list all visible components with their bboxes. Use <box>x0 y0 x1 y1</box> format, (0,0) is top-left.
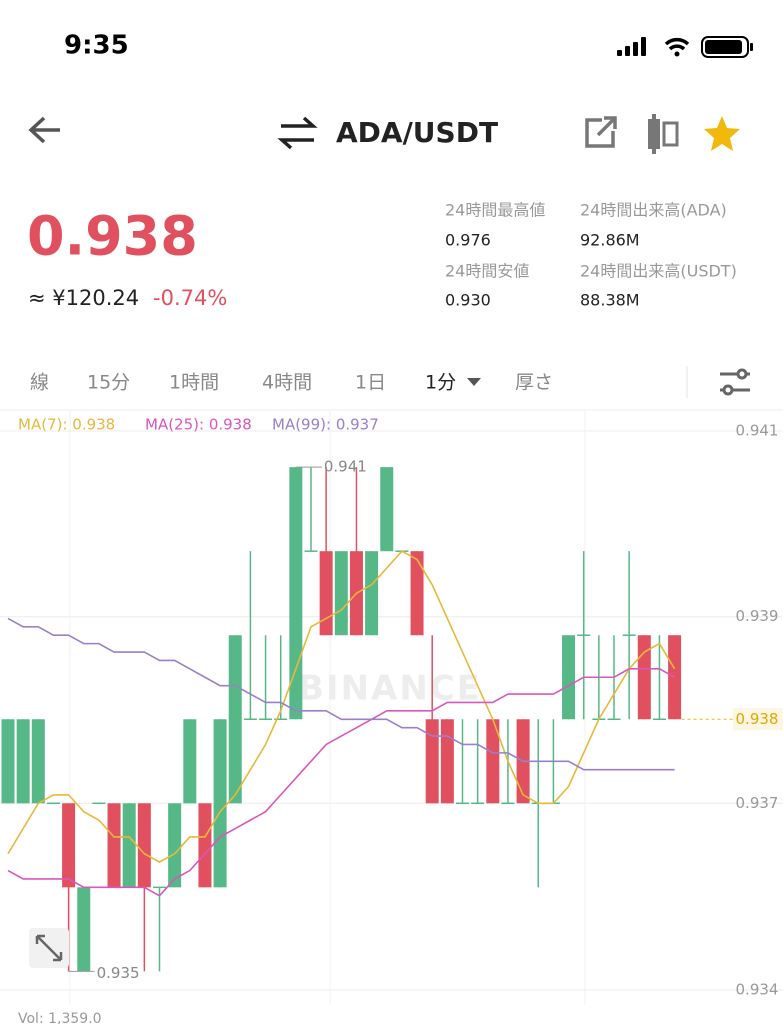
moving-average-line <box>7 668 675 897</box>
candle-body <box>183 719 197 804</box>
candle-body <box>637 635 651 720</box>
status-time: 9:35 <box>64 31 129 61</box>
y-tick-label: 0.937 <box>736 794 779 812</box>
candle-body <box>1 719 15 804</box>
tab[interactable]: 15分 <box>87 372 130 394</box>
chart-mode-icon[interactable] <box>648 114 679 154</box>
stat-value: 88.38M <box>580 291 640 310</box>
expand-icon[interactable] <box>29 928 69 968</box>
swap-icon[interactable] <box>277 116 318 150</box>
share-icon[interactable] <box>585 116 617 148</box>
stat-label: 24時間出来高(ADA) <box>580 201 727 220</box>
pair-title[interactable]: ADA/USDT <box>336 116 498 149</box>
candle-body <box>562 635 576 720</box>
candle-body <box>410 551 424 636</box>
tab[interactable]: 線 <box>30 372 49 394</box>
tab[interactable]: 1分 <box>425 372 456 394</box>
last-price-tag <box>733 708 783 731</box>
candle-body <box>440 719 454 804</box>
candle-body <box>607 718 621 721</box>
candle-body <box>652 718 666 721</box>
moving-average-line <box>7 550 676 864</box>
back-button[interactable] <box>28 116 60 144</box>
candle-body <box>243 718 257 721</box>
candle-body <box>107 803 121 888</box>
candle-body <box>31 719 45 804</box>
stat-label: 24時間最高値 <box>445 201 545 220</box>
candle-body <box>456 802 469 805</box>
tab[interactable]: 1時間 <box>169 372 219 394</box>
last-price-label: 0.938 <box>736 710 779 728</box>
candle-body <box>168 803 182 888</box>
low-label: 0.935 <box>97 964 140 982</box>
candle-body <box>289 467 303 720</box>
settings-icon[interactable] <box>720 368 750 396</box>
moving-average-line <box>7 617 675 771</box>
candle-body <box>319 551 333 636</box>
interval-tabs: 線 15分 1時間 4時間 1日 1分 厚さ <box>30 372 553 394</box>
candle-body <box>380 467 394 552</box>
stat-label: 24時間安値 <box>445 262 529 281</box>
last-price: 0.938 <box>27 205 198 268</box>
candle-body <box>274 718 288 721</box>
candle-body <box>137 803 151 888</box>
legend-entry: MA(7): 0.938 <box>18 416 115 434</box>
tab[interactable]: 厚さ <box>515 372 553 394</box>
candle-body <box>471 802 485 805</box>
stat-value: 0.930 <box>445 291 491 310</box>
tab[interactable]: 1日 <box>355 372 386 394</box>
candle-body <box>77 887 91 972</box>
legend-entry: MA(99): 0.937 <box>272 416 379 434</box>
fiat-price: ≈ ¥120.24 <box>28 286 139 310</box>
candle-body <box>622 634 636 636</box>
candle-body <box>62 803 76 888</box>
volume-label: Vol: 1,359.0 <box>18 1011 102 1024</box>
legend-entry: MA(25): 0.938 <box>145 416 252 434</box>
candle-body <box>334 551 348 636</box>
favorite-star[interactable] <box>704 116 740 151</box>
candle-body <box>213 719 227 888</box>
status-icons <box>617 36 753 58</box>
candle-body <box>92 802 106 805</box>
candle-body <box>425 719 439 804</box>
tab[interactable]: 4時間 <box>262 372 312 394</box>
candle-body <box>122 803 136 888</box>
candle-body <box>304 550 318 552</box>
y-tick-label: 0.941 <box>736 422 779 440</box>
y-tick-label: 0.934 <box>736 980 779 998</box>
candle-body <box>228 635 242 804</box>
candle-body <box>198 803 212 888</box>
candle-body <box>46 802 60 805</box>
stat-label: 24時間出来高(USDT) <box>580 262 737 281</box>
candle-body <box>365 551 379 636</box>
price-change: -0.74% <box>153 286 227 310</box>
y-tick-label: 0.939 <box>736 607 779 625</box>
candle-body <box>486 719 500 804</box>
candle-body <box>577 634 591 636</box>
candle-body <box>153 886 166 889</box>
stat-value: 0.976 <box>445 231 491 250</box>
candle-body <box>501 802 515 805</box>
candle-body <box>16 719 30 804</box>
candle-body <box>259 718 273 721</box>
dropdown-caret[interactable] <box>467 378 481 386</box>
high-label: 0.941 <box>324 458 367 476</box>
stat-value: 92.86M <box>580 231 640 250</box>
